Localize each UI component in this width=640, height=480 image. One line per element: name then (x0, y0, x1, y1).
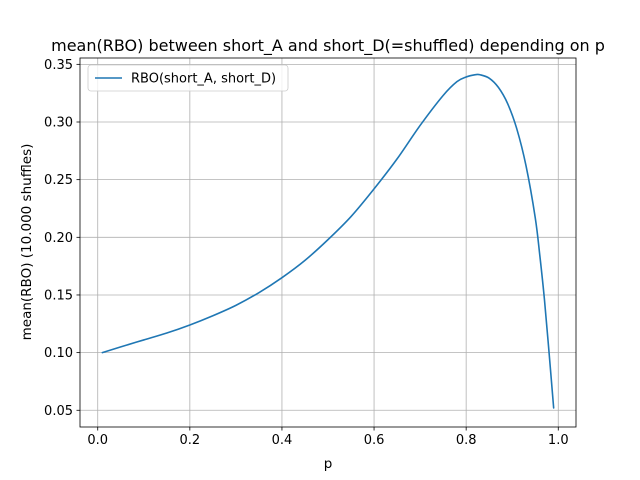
y-tick-label: 0.10 (44, 346, 73, 361)
x-tick-label: 0.0 (87, 433, 108, 448)
x-tick-label: 0.6 (364, 433, 385, 448)
y-tick-label: 0.35 (44, 58, 73, 73)
x-axis-label: p (324, 456, 333, 472)
tick-layer: 0.0 0.2 0.4 0.6 0.8 1.0 0.05 0.10 0.15 0.20 0.25 0.… (44, 58, 569, 448)
legend: RBO(short_A, short_D) (87, 64, 289, 92)
series-layer (101, 73, 555, 409)
y-tick-label: 0.30 (44, 115, 73, 130)
legend-box (87, 64, 289, 92)
x-tick-label: 0.2 (179, 433, 200, 448)
plot-frame (79, 57, 577, 428)
y-tick-label: 0.15 (44, 288, 73, 303)
x-tick-label: 1.0 (548, 433, 569, 448)
chart-title: mean(RBO) between short_A and short_D(=s… (51, 36, 605, 56)
y-tick-label: 0.20 (44, 231, 73, 246)
x-tick-label: 0.8 (456, 433, 477, 448)
x-tick-label: 0.4 (272, 433, 293, 448)
y-axis-label: mean(RBO) (10.000 shuffles) (19, 144, 35, 341)
series-line (101, 73, 555, 409)
grid (80, 58, 576, 427)
y-tick-label: 0.05 (44, 404, 73, 419)
legend-label: RBO(short_A, short_D) (131, 72, 276, 87)
y-tick-label: 0.25 (44, 173, 73, 188)
